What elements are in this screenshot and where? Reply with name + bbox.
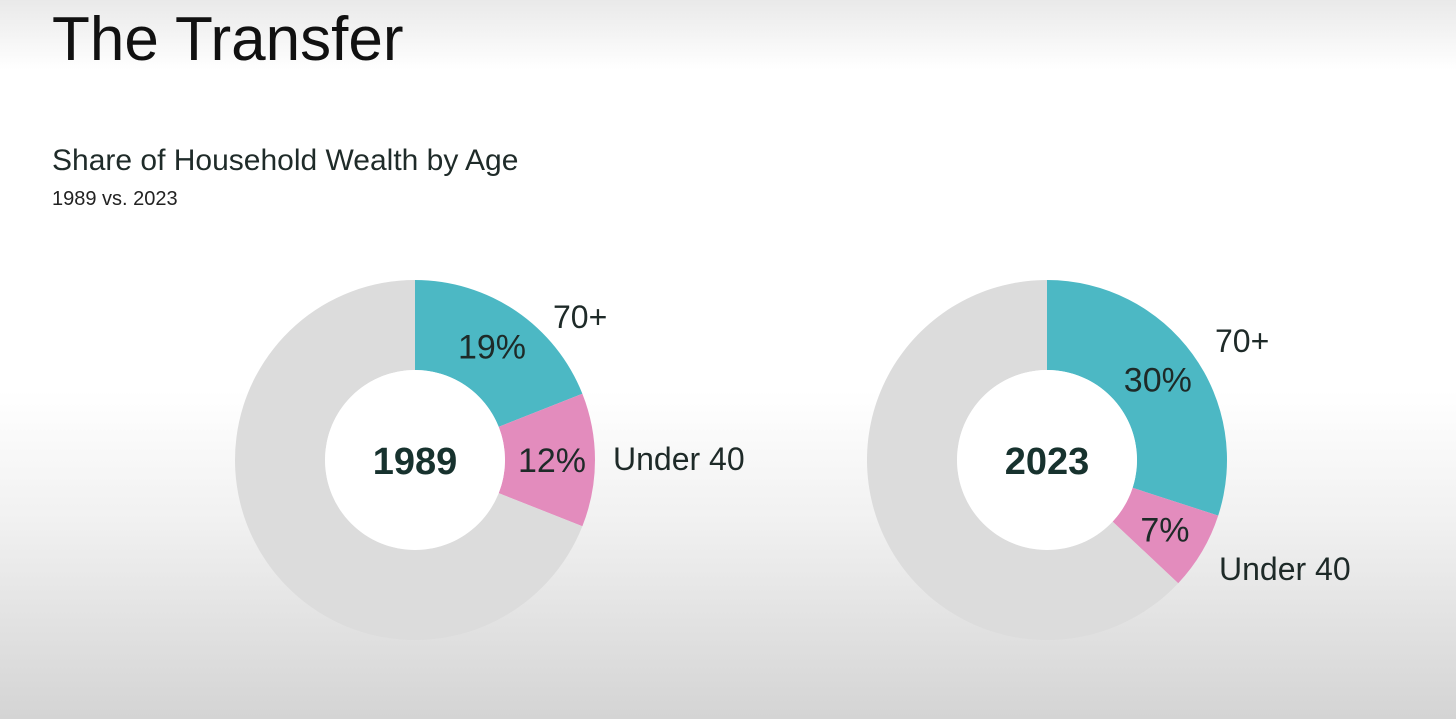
value-label-under-40-2023: 7% xyxy=(1140,512,1189,550)
slice-70-plus-2023 xyxy=(1047,279,1227,516)
year-label-2023: 2023 xyxy=(1005,441,1090,483)
slice-under-40-2023 xyxy=(1112,487,1219,584)
donut-2023: 30% 70+ 7% Under 40 2023 xyxy=(867,279,1351,640)
value-label-under-40-1989: 12% xyxy=(518,442,586,480)
slice-70-plus-1989 xyxy=(415,280,583,427)
chart-title: Share of Household Wealth by Age xyxy=(52,144,519,177)
donut-1989: 19% 70+ 12% Under 40 1989 xyxy=(234,280,745,640)
chart-subtitle: 1989 vs. 2023 xyxy=(52,188,178,210)
category-label-under-40-2023: Under 40 xyxy=(1219,551,1351,587)
category-label-70-plus-1989: 70+ xyxy=(553,299,607,335)
value-label-70-plus-2023: 30% xyxy=(1124,361,1192,399)
year-label-1989: 1989 xyxy=(373,441,458,483)
slide-title: The Transfer xyxy=(52,5,404,74)
category-label-under-40-1989: Under 40 xyxy=(613,441,745,477)
category-label-70-plus-2023: 70+ xyxy=(1215,323,1269,359)
value-label-70-plus-1989: 19% xyxy=(458,329,526,367)
slice-remainder-2023 xyxy=(867,280,1179,640)
donut-hole-1989 xyxy=(325,370,505,550)
donut-hole-2023 xyxy=(957,370,1137,550)
slice-under-40-1989 xyxy=(498,393,595,527)
slice-remainder-1989 xyxy=(234,280,583,640)
